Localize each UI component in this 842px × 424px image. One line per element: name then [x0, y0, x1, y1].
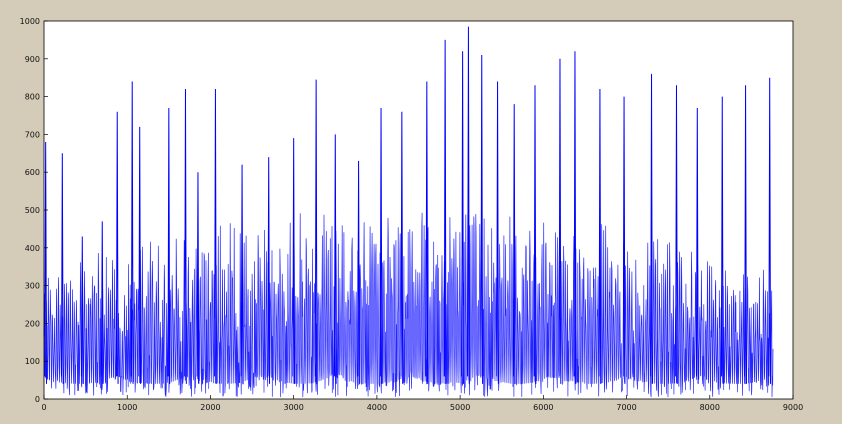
peak-spike: [60, 153, 64, 384]
peak-spike: [573, 51, 577, 384]
y-tick-label: 0: [35, 395, 40, 404]
peak-spike: [443, 39, 447, 384]
peak-spike: [461, 51, 464, 384]
y-tick-label: 200: [25, 319, 40, 328]
x-tick-label: 2000: [200, 403, 220, 412]
x-tick-label: 0: [41, 403, 46, 412]
x-tick-label: 7000: [616, 403, 636, 412]
peak-spike: [115, 111, 119, 384]
peak-spike: [214, 89, 217, 384]
y-axis: 0 100 200 300 400 500 600 700 800 900 1000: [20, 17, 48, 404]
peak-spike: [425, 81, 429, 384]
peak-spike: [167, 107, 171, 384]
peak-spike: [496, 81, 499, 384]
peak-spike: [512, 104, 516, 384]
peak-layer: [44, 26, 772, 384]
peak-spike: [533, 85, 537, 384]
peak-spike: [240, 164, 244, 384]
peak-spike: [184, 89, 187, 384]
peak-spike: [400, 111, 404, 384]
x-axis: 0 1000 2000 3000 4000 5000 6000 7000 8000 9000: [41, 395, 803, 412]
peak-spike: [292, 138, 295, 384]
peak-spike: [622, 96, 626, 384]
peak-spike: [314, 79, 318, 384]
peak-spike: [744, 85, 747, 384]
y-tick-label: 400: [25, 244, 40, 253]
y-tick-label: 1000: [20, 17, 40, 26]
y-tick-label: 800: [25, 93, 40, 102]
peak-spike: [100, 221, 104, 384]
x-tick-label: 4000: [367, 403, 387, 412]
x-tick-label: 5000: [450, 403, 470, 412]
x-tick-label: 8000: [700, 403, 720, 412]
peak-spike: [196, 172, 200, 384]
y-tick-label: 500: [25, 206, 40, 215]
peak-spike: [379, 107, 383, 384]
x-tick-label: 9000: [783, 403, 803, 412]
peak-spike: [720, 96, 724, 384]
peak-spike: [267, 157, 271, 384]
peak-spike: [558, 58, 562, 384]
x-tick-label: 1000: [117, 403, 137, 412]
peak-spike: [130, 81, 134, 384]
peak-spike: [333, 134, 337, 384]
x-tick-label: 6000: [533, 403, 553, 412]
peak-spike: [768, 77, 772, 384]
peak-spike: [138, 126, 142, 384]
peak-spike: [467, 26, 470, 384]
peak-spike: [695, 107, 699, 384]
y-tick-label: 300: [25, 282, 40, 291]
y-tick-label: 900: [25, 55, 40, 64]
peak-spike: [80, 236, 84, 384]
peak-spike: [650, 73, 653, 384]
peak-spike: [675, 85, 678, 384]
y-tick-label: 100: [25, 357, 40, 366]
y-tick-label: 600: [25, 168, 40, 177]
peak-spike: [44, 141, 47, 384]
x-tick-label: 3000: [283, 403, 303, 412]
y-tick-label: 700: [25, 130, 40, 139]
peak-spike: [598, 89, 602, 384]
series-line: [43, 212, 774, 398]
series-layer: [43, 212, 774, 398]
peak-spike: [357, 160, 360, 384]
peak-spike: [480, 55, 484, 384]
